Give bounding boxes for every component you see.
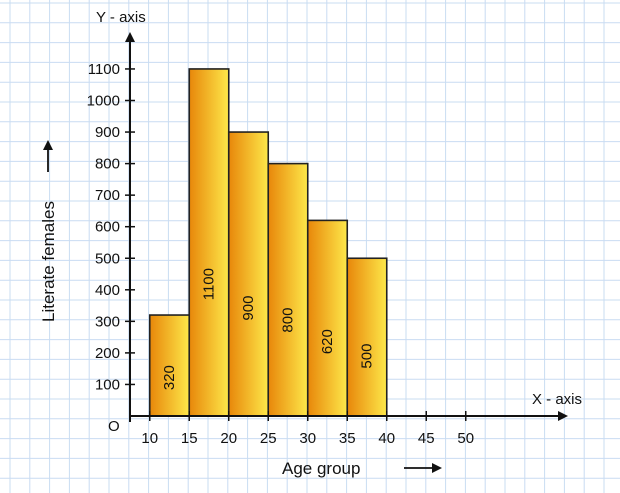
x-tick-label: 40 [378, 430, 395, 447]
x-tick-label: 45 [418, 430, 435, 447]
histogram-bar [227, 131, 270, 417]
bars: 320 1100 900 800 620 500 [148, 68, 388, 417]
bar-data-label: 320 [161, 365, 178, 390]
tick-labels: 100 200 300 400 500 600 700 800 900 1000 1100 10 15 2… [87, 61, 474, 447]
origin-label: O [108, 418, 120, 435]
histogram-bar [188, 68, 230, 417]
y-axis-title: Y - axis [96, 9, 146, 26]
y-tick-label: 100 [95, 376, 120, 393]
x-axis-label: Age group [282, 459, 442, 478]
histogram-bar [346, 257, 388, 417]
y-tick-label: 300 [95, 313, 120, 330]
x-tick-label: 50 [457, 430, 474, 447]
y-tick-label: 1000 [87, 93, 120, 110]
histogram-bar [267, 162, 309, 417]
x-tick-label: 15 [181, 430, 198, 447]
bar-data-label: 500 [359, 344, 376, 369]
y-tick-label: 700 [95, 187, 120, 204]
histogram-bar [306, 219, 349, 417]
x-tick-label: 30 [299, 430, 316, 447]
y-tick-label: 400 [95, 282, 120, 299]
y-tick-label: 1100 [88, 61, 120, 78]
bar-data-label: 1100 [201, 268, 218, 300]
svg-text:Literate females: Literate females [39, 201, 58, 322]
x-tick-label: 20 [220, 430, 237, 447]
y-tick-label: 900 [95, 124, 120, 141]
y-tick-label: 600 [95, 219, 120, 236]
y-axis-label: Literate females [39, 140, 58, 322]
x-tick-label: 35 [339, 430, 356, 447]
x-tick-label: 25 [260, 430, 277, 447]
bar-data-label: 800 [280, 308, 297, 333]
y-tick-label: 200 [95, 345, 120, 362]
svg-text:Age group: Age group [282, 459, 360, 478]
bar-data-label: 620 [319, 329, 336, 354]
bar-data-label: 900 [240, 296, 257, 321]
x-tick-label: 10 [141, 430, 158, 447]
y-tick-label: 500 [95, 250, 120, 267]
y-tick-label: 800 [95, 156, 120, 173]
x-axis-title: X - axis [532, 391, 582, 408]
